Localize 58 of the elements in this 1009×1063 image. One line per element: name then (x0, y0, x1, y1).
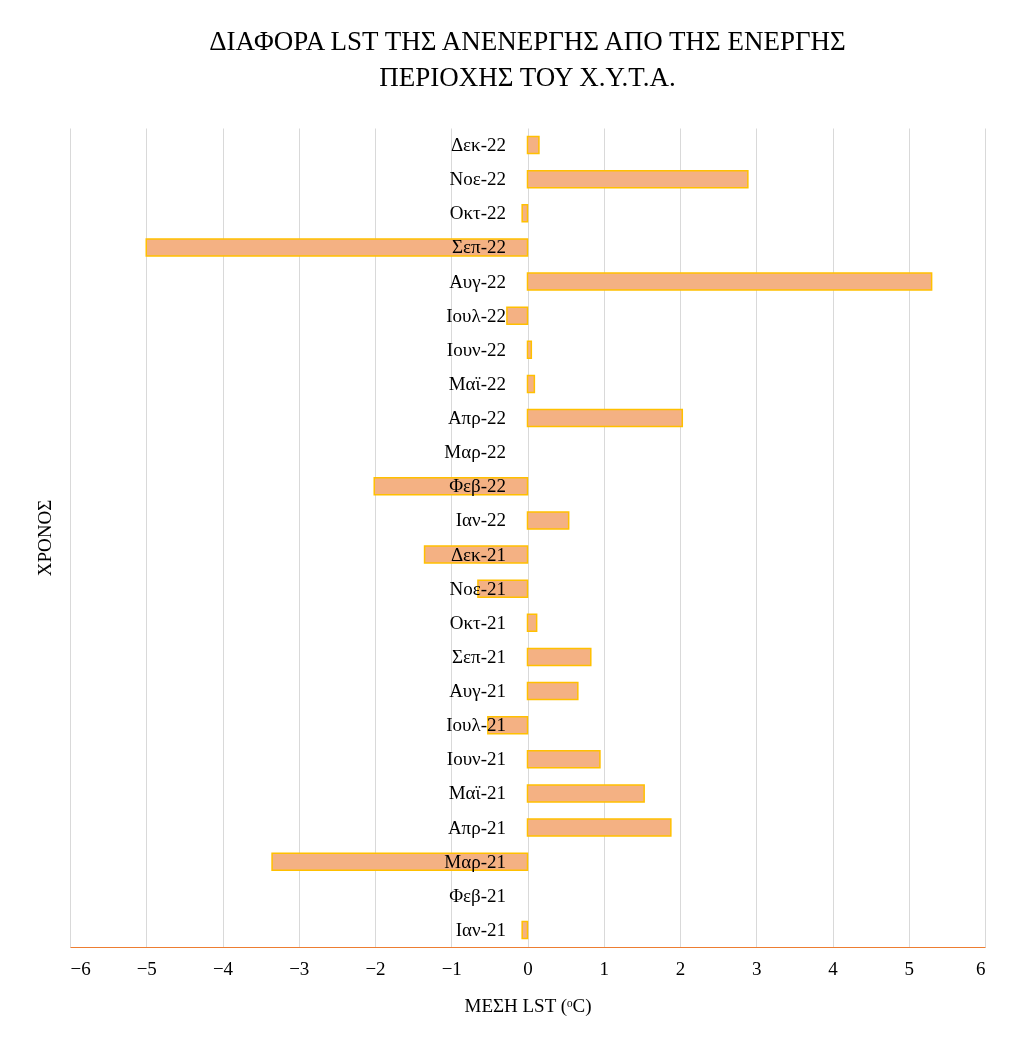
bar (506, 306, 529, 325)
y-tick-label: Μαρ-21 (444, 850, 506, 872)
y-axis-title: ΧΡΟΝΟΣ (33, 499, 55, 577)
x-tick-label: 4 (828, 957, 839, 979)
y-tick-label: Αυγ-22 (449, 270, 506, 292)
bar (526, 681, 579, 701)
bar (521, 920, 529, 940)
bar (521, 204, 529, 223)
x-tick-label: 1 (599, 957, 609, 979)
y-tick-label: Απρ-22 (447, 407, 506, 429)
y-tick-label: Σεπ-21 (452, 645, 506, 667)
y-tick-label: Μαϊ-21 (448, 782, 506, 804)
y-tick-label: Δεκ-21 (450, 543, 506, 565)
bar (526, 272, 933, 291)
bar (526, 408, 684, 428)
bar (145, 238, 529, 257)
bar (526, 613, 538, 633)
bar (526, 750, 601, 769)
y-tick-label: Δεκ-22 (450, 134, 506, 156)
y-tick-label: Ιαν-22 (455, 509, 506, 531)
y-tick-label: Αυγ-21 (449, 680, 506, 702)
y-tick-label: Φεβ-21 (449, 884, 506, 906)
bar (526, 818, 672, 837)
y-tick-label: Ιουν-21 (446, 748, 506, 770)
bar (271, 852, 529, 871)
bar (526, 169, 749, 189)
y-tick-label: Απρ-21 (447, 816, 506, 838)
y-tick-label: Οκτ-21 (449, 611, 506, 633)
chart-title: ΔΙΑΦΟΡΑ LST ΤΗΣ ΑΝΕΝΕΡΓΗΣ ΑΠΟ ΤΗΣ ΕΝΕΡΓΗΣ ΠΕΡΙΟΧΗΣ ΤΟΥ Χ.Υ.Τ.Α. (209, 26, 846, 92)
y-tick-label: Φεβ-22 (449, 475, 506, 497)
bar (526, 511, 570, 530)
bar (526, 374, 536, 394)
x-tick-label: 0 (523, 957, 533, 979)
x-axis-title: ΜΕΣΗ LST (ᵒC) (464, 994, 592, 1017)
bar (526, 340, 533, 360)
y-tick-label: Ιουλ-22 (446, 304, 506, 326)
x-tick-label: −1 (441, 957, 462, 979)
y-tick-label: Μαρ-22 (444, 441, 506, 463)
y-tick-label: Νοε-22 (449, 168, 506, 190)
x-tick-label: 3 (752, 957, 762, 979)
x-tick-label: −4 (212, 957, 234, 979)
y-tick-label: Σεπ-22 (452, 236, 506, 258)
x-tick-label: −6 (70, 957, 91, 979)
bar (526, 135, 540, 155)
x-tick-label: 6 (976, 957, 986, 979)
y-tick-label: Ιουν-22 (446, 338, 506, 360)
bar (526, 647, 592, 667)
y-tick-label: Ιαν-21 (455, 918, 506, 940)
bar (526, 784, 645, 803)
bar (373, 477, 529, 496)
y-tick-label: Μαϊ-22 (448, 372, 506, 394)
y-tick-label: Νοε-21 (449, 577, 506, 599)
x-tick-label: −3 (289, 957, 310, 979)
y-tick-label: Οκτ-22 (449, 202, 506, 224)
x-tick-label: 2 (675, 957, 686, 979)
x-tick-label: 5 (904, 957, 914, 979)
x-tick-label: −2 (365, 957, 386, 979)
x-tick-label: −5 (136, 957, 157, 979)
